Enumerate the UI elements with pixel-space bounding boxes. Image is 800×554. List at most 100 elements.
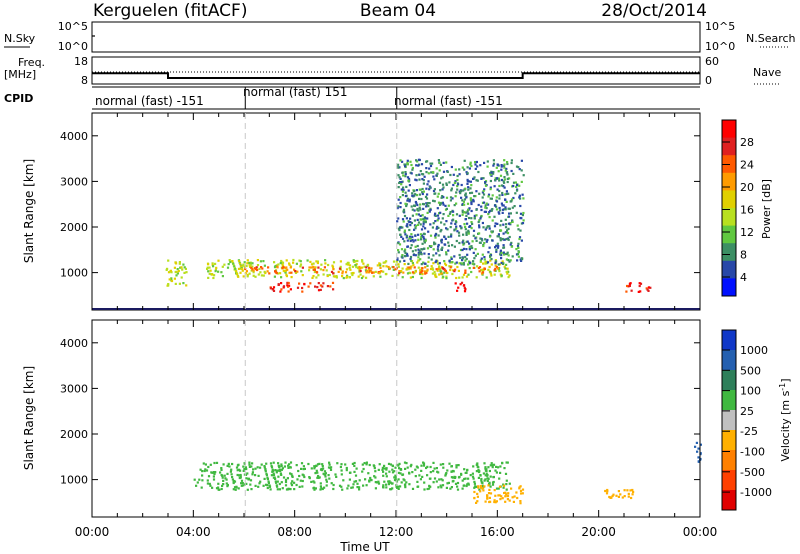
data-point	[301, 479, 304, 483]
data-point	[508, 482, 511, 485]
data-point	[228, 465, 231, 468]
data-point	[506, 180, 509, 184]
data-point	[488, 216, 491, 219]
data-point	[436, 269, 439, 272]
data-point	[354, 474, 358, 477]
data-point	[250, 465, 253, 468]
data-point	[471, 222, 474, 225]
data-point	[425, 271, 428, 274]
data-point	[417, 158, 421, 161]
data-point	[480, 205, 483, 208]
nsky-right-tick-bottom: 10^0	[705, 40, 735, 53]
data-point	[269, 287, 272, 290]
data-point	[520, 217, 523, 220]
data-point	[414, 225, 418, 228]
data-point	[413, 204, 416, 207]
data-point	[193, 478, 196, 481]
data-point	[441, 176, 444, 179]
data-point	[464, 211, 468, 214]
data-point	[484, 210, 488, 213]
data-point	[454, 476, 457, 479]
data-point	[308, 266, 311, 269]
data-point	[339, 265, 342, 268]
data-point	[272, 472, 275, 475]
data-point	[494, 262, 497, 265]
data-point	[464, 187, 467, 190]
data-point	[422, 261, 425, 264]
data-point	[265, 474, 268, 477]
data-point	[458, 262, 461, 265]
velocity-colorbar-tick-label: 100	[740, 385, 761, 398]
data-point	[426, 211, 429, 214]
data-point	[231, 476, 234, 479]
data-point	[475, 239, 478, 242]
data-point	[251, 471, 254, 474]
data-point	[239, 469, 242, 472]
data-point	[501, 211, 504, 214]
data-point	[520, 492, 523, 495]
data-point	[502, 185, 505, 188]
data-point	[362, 275, 365, 278]
data-point	[414, 239, 417, 242]
data-point	[515, 165, 519, 168]
data-point	[275, 272, 278, 275]
data-point	[391, 468, 394, 471]
data-point	[409, 237, 412, 240]
data-point	[610, 496, 613, 499]
data-point	[411, 471, 414, 474]
data-point	[456, 485, 459, 488]
data-point	[443, 223, 446, 226]
data-point	[472, 229, 476, 232]
data-point	[251, 265, 254, 268]
data-point	[458, 168, 461, 171]
data-point	[489, 485, 492, 488]
data-point	[502, 204, 505, 207]
data-point	[456, 185, 459, 188]
velocity-colorbar-title-end: ]	[779, 378, 792, 382]
data-point	[495, 465, 498, 468]
data-point	[432, 189, 436, 193]
data-point	[489, 259, 492, 262]
data-point	[239, 262, 242, 265]
data-point	[503, 491, 506, 495]
data-point	[486, 479, 489, 483]
data-point	[316, 271, 319, 274]
data-point	[417, 248, 420, 251]
data-point	[494, 469, 497, 472]
data-point	[411, 166, 414, 170]
data-point	[167, 284, 170, 287]
data-point	[261, 267, 264, 270]
data-point	[327, 474, 330, 477]
data-point	[450, 257, 453, 260]
data-point	[471, 246, 474, 250]
data-point	[489, 188, 492, 191]
data-point	[413, 190, 416, 193]
data-point	[473, 217, 476, 220]
data-point	[404, 175, 407, 178]
data-point	[492, 172, 495, 175]
data-point	[481, 269, 485, 273]
data-point	[455, 191, 458, 194]
data-point	[428, 188, 431, 191]
data-point	[312, 268, 315, 271]
data-point	[418, 197, 421, 200]
data-point	[434, 236, 437, 239]
data-point	[519, 485, 522, 488]
data-point	[482, 190, 485, 193]
data-point	[479, 260, 482, 263]
data-point	[263, 270, 266, 273]
data-point	[401, 237, 405, 240]
data-point	[335, 475, 338, 478]
data-point	[322, 269, 325, 272]
data-point	[484, 184, 488, 187]
data-point	[608, 495, 611, 499]
data-point	[490, 174, 493, 177]
data-point	[379, 266, 382, 269]
data-point	[472, 260, 475, 263]
data-point	[299, 260, 302, 263]
data-point	[266, 486, 269, 490]
data-point	[435, 227, 438, 230]
data-point	[502, 486, 505, 489]
data-point	[198, 478, 201, 481]
